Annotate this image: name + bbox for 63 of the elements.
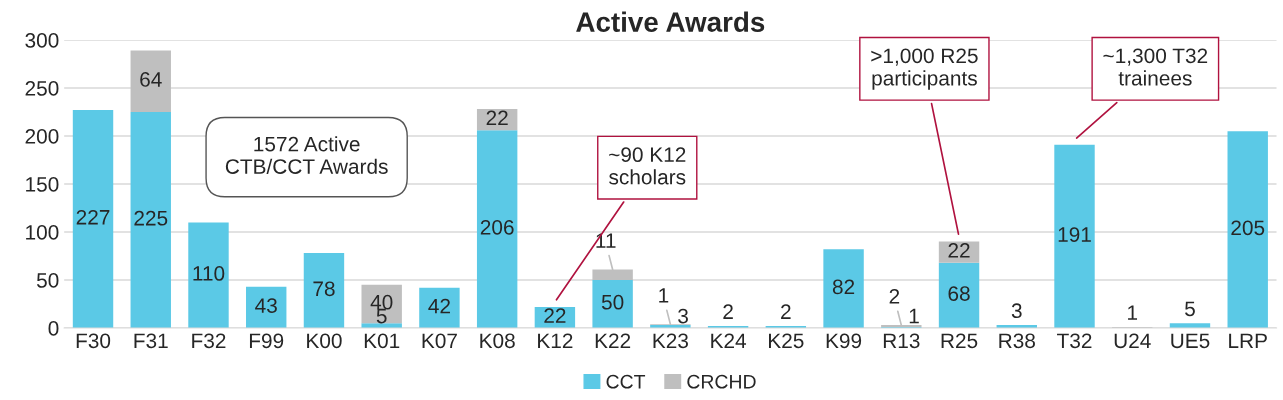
x-tick-label: R13	[883, 333, 920, 349]
data-label: 1	[909, 308, 919, 324]
x-tick-label: UE5	[1171, 333, 1210, 349]
data-label: 5	[376, 308, 387, 324]
data-label: 110	[193, 266, 225, 281]
data-label: 225	[134, 210, 168, 226]
x-tick-label: R38	[999, 333, 1035, 349]
data-label: 227	[76, 209, 110, 225]
x-tick-label: F99	[249, 333, 284, 349]
y-tick-label: 50	[36, 273, 59, 288]
data-label: 43	[255, 298, 277, 313]
x-tick-label: U24	[1114, 333, 1151, 349]
legend-label: CCT	[606, 374, 646, 389]
data-label: 5	[1185, 301, 1195, 317]
x-tick-label: LRP	[1229, 333, 1267, 348]
y-tick-label: 200	[25, 129, 59, 144]
data-label: 2	[781, 304, 791, 319]
data-label: 2	[723, 304, 733, 319]
y-tick-label: 250	[25, 81, 59, 96]
data-label: 22	[544, 308, 566, 323]
chart-title: Active Awards	[576, 11, 765, 32]
x-tick-label: F32	[192, 333, 226, 349]
data-label: 206	[480, 219, 514, 235]
data-label: 22	[948, 243, 970, 258]
data-label: 42	[428, 298, 450, 314]
data-label: 11	[596, 233, 616, 248]
data-label: 3	[1011, 303, 1022, 319]
x-tick-label: K24	[711, 333, 747, 348]
data-label: 3	[678, 308, 688, 324]
annotation: >1,000 R25 participants	[871, 48, 978, 90]
data-label: 1	[1128, 305, 1138, 320]
data-label: 50	[601, 294, 624, 310]
x-tick-label: K08	[480, 333, 515, 349]
annotation: 1572 Active CTB/CCT Awards	[225, 136, 388, 174]
annotation: ~1,300 T32 trainees	[1103, 48, 1208, 86]
x-tick-label: T32	[1057, 333, 1092, 349]
data-label: 22	[486, 110, 508, 126]
x-tick-label: K99	[826, 333, 862, 349]
x-tick-label: F31	[134, 333, 168, 349]
legend-label: CRCHD	[687, 374, 756, 389]
data-label: 40	[370, 294, 393, 310]
data-label: 78	[313, 281, 335, 297]
x-tick-label: K22	[595, 333, 631, 348]
x-tick-label: K12	[538, 333, 573, 348]
data-label: 64	[140, 72, 162, 87]
annotation: ~90 K12 scholars	[609, 147, 686, 185]
data-label: 205	[1231, 220, 1265, 236]
x-tick-label: K23	[653, 333, 688, 349]
x-tick-label: K07	[422, 333, 457, 349]
data-label: 68	[948, 286, 970, 301]
data-label: 2	[889, 288, 900, 304]
x-tick-label: R25	[941, 333, 978, 349]
y-tick-label: 150	[26, 177, 59, 192]
x-tick-label: F30	[76, 333, 111, 349]
x-tick-label: K25	[769, 333, 804, 349]
data-label: 1	[659, 288, 669, 303]
y-tick-label: 300	[25, 33, 59, 48]
data-label: 82	[832, 279, 855, 295]
y-tick-label: 0	[48, 321, 59, 336]
y-tick-label: 100	[26, 225, 59, 240]
x-tick-label: K01	[364, 333, 400, 349]
x-tick-label: K00	[307, 333, 342, 349]
data-label: 191	[1058, 227, 1091, 242]
